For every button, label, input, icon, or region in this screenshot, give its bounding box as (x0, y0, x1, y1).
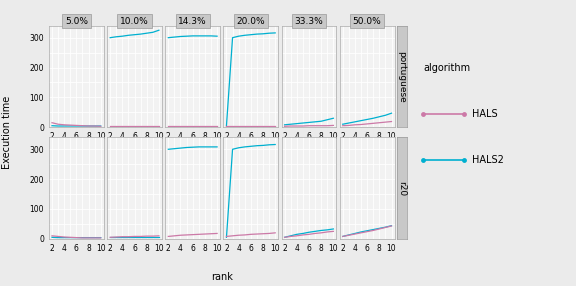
Text: r20: r20 (397, 180, 407, 196)
Title: 10.0%: 10.0% (120, 17, 149, 26)
Title: 33.3%: 33.3% (294, 17, 323, 26)
Text: HALS: HALS (472, 110, 498, 119)
Text: Execution time: Execution time (2, 96, 12, 169)
Title: 20.0%: 20.0% (237, 17, 265, 26)
Text: rank: rank (211, 273, 233, 282)
Text: portuguese: portuguese (397, 51, 407, 102)
Title: 50.0%: 50.0% (353, 17, 381, 26)
Title: 14.3%: 14.3% (179, 17, 207, 26)
Text: HALS2: HALS2 (472, 155, 504, 165)
Title: 5.0%: 5.0% (65, 17, 88, 26)
Text: algorithm: algorithm (423, 63, 471, 73)
